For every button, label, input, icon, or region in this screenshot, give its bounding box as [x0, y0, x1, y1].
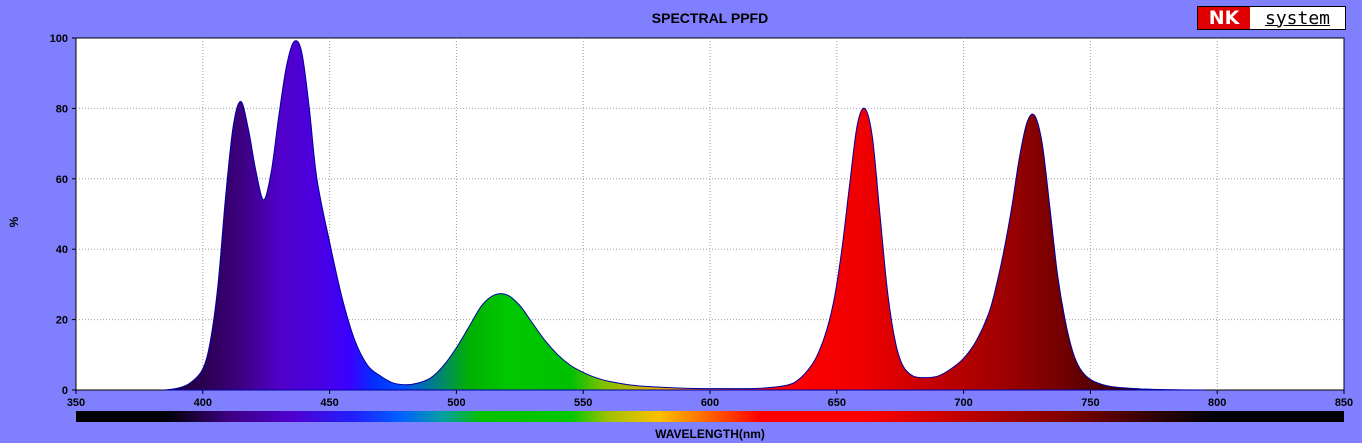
x-tick-label: 450: [320, 397, 338, 409]
x-axis-label: WAVELENGTH(nm): [655, 427, 765, 441]
grid-lines: [76, 38, 1344, 390]
y-tick-label: 60: [56, 174, 68, 186]
x-tick-label: 400: [194, 397, 212, 409]
x-tick-label: 750: [1081, 397, 1099, 409]
nk-system-logo: NK system: [1197, 6, 1346, 30]
y-axis-label: %: [7, 216, 21, 227]
chart-title: SPECTRAL PPFD: [652, 10, 768, 26]
x-tick-label: 500: [447, 397, 465, 409]
y-tick-label: 40: [56, 244, 68, 256]
x-axis-ticks: 350 400 450 500 550 600 650 700 750 800 850: [67, 390, 1353, 409]
x-tick-label: 600: [701, 397, 719, 409]
x-tick-label: 350: [67, 397, 85, 409]
spectrum-area: [164, 40, 1205, 391]
wavelength-color-bar: [76, 411, 1344, 422]
y-tick-label: 100: [50, 33, 68, 45]
y-tick-label: 20: [56, 315, 68, 327]
x-tick-label: 700: [954, 397, 972, 409]
x-tick-label: 650: [828, 397, 846, 409]
x-tick-label: 550: [574, 397, 592, 409]
y-tick-label: 80: [56, 103, 68, 115]
x-tick-label: 800: [1208, 397, 1226, 409]
logo-system: system: [1264, 7, 1331, 29]
y-tick-label: 0: [62, 385, 68, 397]
y-axis-ticks: 0 20 40 60 80 100: [50, 33, 76, 397]
logo-nk: NK: [1198, 7, 1250, 29]
x-tick-label: 850: [1335, 397, 1353, 409]
